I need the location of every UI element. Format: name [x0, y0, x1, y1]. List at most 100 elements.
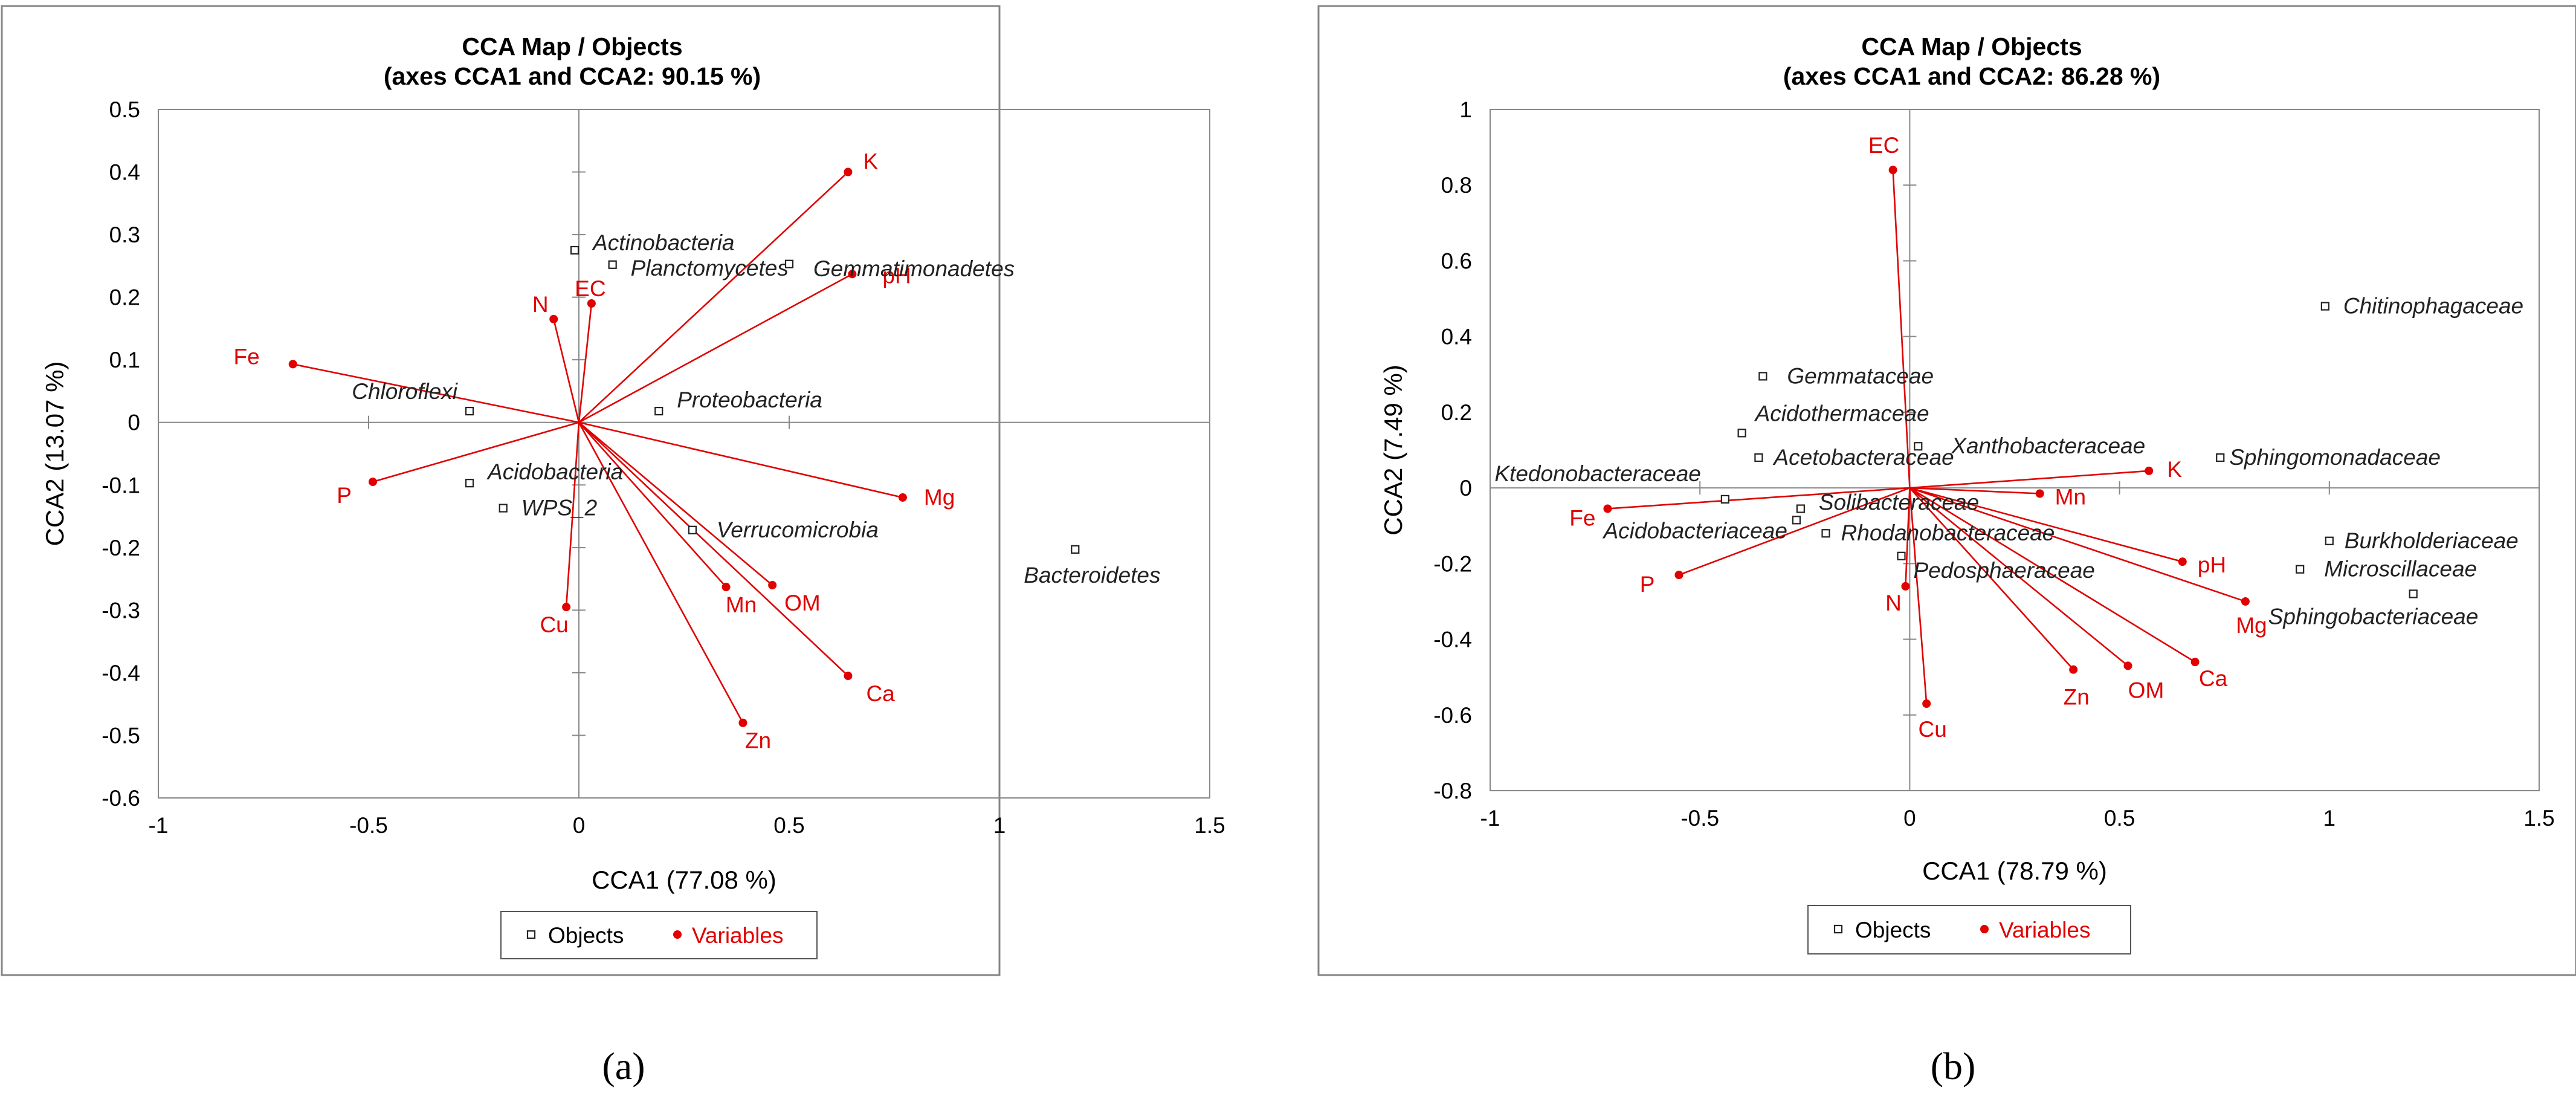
x-tick-label: -1: [149, 813, 169, 838]
object-point: [1071, 545, 1080, 554]
variable-vector-ph: [578, 273, 853, 423]
variable-vector-ph: [1909, 487, 2183, 563]
variable-point-zn: [738, 718, 747, 727]
object-label: Actinobacteria: [592, 230, 734, 255]
variable-label: Mg: [924, 485, 955, 510]
object-point: [1792, 516, 1801, 525]
object-point: [2320, 302, 2329, 311]
object-point: [465, 479, 474, 488]
variable-label: Cu: [540, 612, 568, 637]
object-label: Sphingobacteriaceae: [2268, 604, 2479, 629]
legend-variables-icon: [1980, 925, 1989, 933]
variable-point-n: [1901, 582, 1910, 591]
variable-vector-p: [1679, 487, 1910, 576]
x-tick-label: 0: [1903, 806, 1916, 831]
object-point: [1796, 504, 1805, 513]
object-point: [654, 406, 663, 416]
legend: Objects Variables: [1807, 905, 2131, 955]
y-tick-label: 1: [1459, 97, 1472, 122]
object-label: Burkholderiaceae: [2345, 528, 2519, 553]
object-label: Bacteroidetes: [1024, 563, 1160, 588]
x-axis-label: CCA1 (78.79 %): [1922, 857, 2107, 885]
legend-objects-icon: [526, 930, 536, 939]
variable-vector-cu: [1909, 488, 1928, 704]
chart-title: CCA Map / Objects: [1861, 33, 2082, 60]
object-point: [2216, 453, 2225, 462]
variable-label: P: [337, 483, 352, 508]
variable-vector-ec: [578, 303, 593, 423]
variable-vector-fe: [1607, 487, 1910, 510]
object-label: Gemmataceae: [1787, 363, 1934, 388]
variable-point-ca: [844, 672, 853, 681]
variable-point-ca: [2190, 658, 2200, 667]
legend-box: [500, 911, 818, 959]
object-label: Proteobacteria: [677, 387, 822, 412]
x-tick-label: -1: [1480, 806, 1500, 831]
variable-label: Fe: [1569, 506, 1595, 531]
object-label: Acidobacteria: [486, 459, 623, 484]
variable-label: Zn: [745, 728, 771, 753]
y-tick-label: 0.2: [1441, 400, 1472, 425]
chart-frame: [1317, 5, 2576, 976]
variable-vector-zn: [578, 422, 744, 724]
variable-point-cu: [562, 603, 571, 612]
variable-vector-om: [1909, 487, 2129, 667]
object-label: Pedosphaeraceae: [1914, 558, 2095, 583]
y-tick-label: -0.3: [102, 598, 140, 623]
x-tick-label: 1.5: [1194, 813, 1225, 838]
variable-point-ph: [2178, 557, 2187, 566]
variable-label: K: [863, 149, 878, 174]
variable-vector-n: [1905, 488, 1911, 586]
object-point: [688, 525, 697, 534]
object-label: Acidobacteriaceae: [1602, 518, 1787, 543]
y-tick-label: -0.4: [1433, 627, 1472, 652]
object-point: [2296, 565, 2305, 574]
variable-label: K: [2167, 457, 2182, 482]
variable-label: pH: [2198, 553, 2226, 577]
y-tick-label: 0.4: [109, 160, 140, 185]
variable-point-n: [549, 314, 558, 323]
object-label: Gemmatimonadetes: [813, 256, 1015, 281]
chart-title: CCA Map / Objects: [462, 33, 682, 60]
y-tick-label: 0.2: [109, 285, 140, 310]
variable-vector-p: [372, 421, 579, 483]
variable-point-cu: [1922, 699, 1931, 708]
y-axis-label: CCA2 (7.49 %): [1379, 365, 1407, 535]
object-label: Acetobacteraceae: [1772, 445, 1954, 470]
variable-point-k: [2145, 466, 2154, 475]
y-tick-label: 0.8: [1441, 173, 1472, 198]
variable-vector-mg: [578, 421, 903, 499]
x-tick-label: 1.5: [2523, 806, 2554, 831]
object-point: [570, 245, 579, 255]
x-axis-label: CCA1 (77.08 %): [592, 866, 776, 894]
object-label: Acidothermaceae: [1754, 401, 1929, 426]
chart-subtitle: (axes CCA1 and CCA2: 86.28 %): [1783, 62, 2160, 90]
object-label: Ktedonobacteraceae: [1494, 461, 1701, 486]
variable-vector-zn: [1909, 487, 2074, 670]
variable-label: Mg: [2236, 613, 2267, 638]
variable-label: EC: [575, 276, 605, 301]
chart-frame: [1, 5, 1001, 976]
object-label: Solibacteraceae: [1819, 490, 1979, 515]
variable-point-ph: [848, 270, 857, 279]
y-tick-label: -0.2: [102, 536, 140, 560]
x-tick-label: 1: [2323, 806, 2336, 831]
y-tick-label: 0: [128, 410, 140, 435]
object-label: Sphingomonadaceae: [2229, 445, 2441, 470]
variable-label: pH: [882, 263, 911, 288]
object-label: Chloroflexi: [352, 379, 459, 404]
x-tick-label: -0.5: [1680, 806, 1719, 831]
legend-variables-icon: [673, 930, 682, 939]
y-tick-label: 0: [1459, 476, 1472, 501]
variable-label: OM: [2128, 678, 2164, 702]
y-tick-label: -0.5: [102, 723, 140, 748]
variable-label: Mn: [726, 592, 757, 617]
legend-objects-label: Objects: [548, 923, 624, 948]
object-point: [1758, 372, 1767, 381]
variable-label: Fe: [234, 344, 260, 369]
variable-point-ec: [587, 299, 596, 308]
y-tick-label: -0.1: [102, 473, 140, 498]
object-label: Verrucomicrobia: [717, 517, 879, 542]
variable-label: N: [532, 292, 549, 317]
